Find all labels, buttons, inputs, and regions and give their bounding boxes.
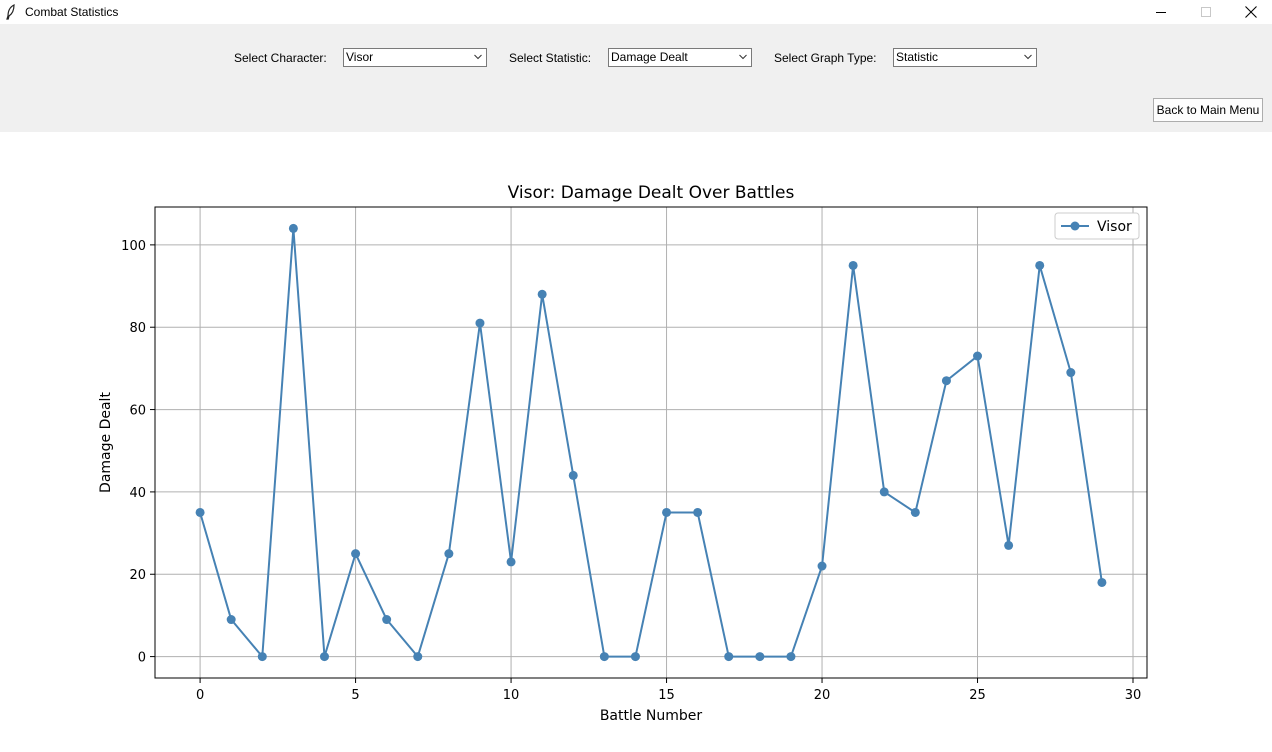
x-tick-label: 25 — [969, 688, 986, 703]
minimize-icon — [1156, 12, 1166, 13]
chart-panel: 0 5 10 15 20 25 30 0 20 40 60 80 100 Visor: Damage D… — [0, 132, 1272, 747]
data-point — [1035, 260, 1045, 270]
data-point — [506, 557, 516, 567]
chevron-down-icon — [474, 54, 482, 60]
data-point — [444, 549, 454, 559]
data-point — [879, 487, 889, 497]
data-point — [599, 652, 609, 662]
data-point — [662, 507, 672, 517]
character-select[interactable]: Visor — [343, 48, 487, 67]
y-axis-label: Damage Dealt — [98, 392, 114, 493]
y-tick-label: 20 — [129, 568, 146, 583]
x-tick-label: 5 — [351, 688, 359, 703]
data-point — [910, 507, 920, 517]
line-chart: 0 5 10 15 20 25 30 0 20 40 60 80 100 Visor: Damage D… — [98, 183, 1148, 724]
statistic-select[interactable]: Damage Dealt — [608, 48, 752, 67]
statistic-label: Select Statistic: — [509, 51, 592, 65]
data-point — [413, 652, 423, 662]
data-point — [724, 652, 734, 662]
y-tick-label: 0 — [138, 651, 146, 666]
data-point — [568, 470, 578, 480]
data-point — [1066, 368, 1076, 378]
y-tick-label: 40 — [129, 486, 146, 501]
data-point — [755, 652, 765, 662]
x-tick-label: 20 — [814, 688, 831, 703]
data-point — [257, 652, 267, 662]
data-point — [848, 260, 858, 270]
data-point — [1097, 577, 1107, 587]
data-point — [693, 507, 703, 517]
graph-type-select[interactable]: Statistic — [893, 48, 1037, 67]
data-point — [351, 549, 361, 559]
controls-panel: Select Character: Visor Select Statistic… — [0, 24, 1272, 132]
data-point — [382, 615, 392, 625]
x-tick-label: 30 — [1125, 688, 1142, 703]
data-point — [1004, 540, 1014, 550]
character-select-value: Visor — [346, 50, 374, 64]
close-icon — [1245, 6, 1257, 18]
chart-title: Visor: Damage Dealt Over Battles — [508, 183, 795, 203]
chevron-down-icon — [739, 54, 747, 60]
data-point — [537, 289, 547, 299]
chevron-down-icon — [1024, 54, 1032, 60]
character-label: Select Character: — [234, 51, 327, 65]
plot-frame — [154, 206, 1148, 679]
legend-box — [1054, 212, 1140, 240]
statistic-select-value: Damage Dealt — [611, 50, 688, 64]
data-point — [941, 376, 951, 386]
legend-marker — [1070, 221, 1080, 231]
title-bar: Combat Statistics — [0, 0, 1272, 24]
data-point — [319, 652, 329, 662]
legend-label: Visor — [1097, 219, 1132, 235]
x-axis-label: Battle Number — [600, 708, 703, 724]
series-line — [199, 227, 1103, 658]
close-button[interactable] — [1228, 0, 1272, 24]
data-point — [288, 223, 298, 233]
minimize-button[interactable] — [1138, 0, 1184, 24]
x-tick-label: 0 — [196, 688, 204, 703]
window-title: Combat Statistics — [25, 5, 119, 19]
y-tick-label: 80 — [129, 321, 146, 336]
data-point — [226, 615, 236, 625]
x-tick-label: 15 — [658, 688, 675, 703]
legend: Visor — [1054, 212, 1140, 240]
graph-type-label: Select Graph Type: — [774, 51, 877, 65]
maximize-button[interactable] — [1183, 0, 1229, 24]
data-point — [817, 561, 827, 571]
graph-type-select-value: Statistic — [896, 50, 939, 64]
data-point — [475, 318, 485, 328]
maximize-icon — [1201, 7, 1211, 17]
back-to-main-menu-button[interactable]: Back to Main Menu — [1153, 98, 1263, 122]
feather-icon — [6, 4, 15, 20]
data-point — [786, 652, 796, 662]
data-point — [973, 351, 983, 361]
x-tick-label: 10 — [503, 688, 520, 703]
y-tick-label: 60 — [129, 404, 146, 419]
data-point — [195, 507, 205, 517]
y-tick-label: 100 — [121, 239, 146, 254]
data-point — [630, 652, 640, 662]
